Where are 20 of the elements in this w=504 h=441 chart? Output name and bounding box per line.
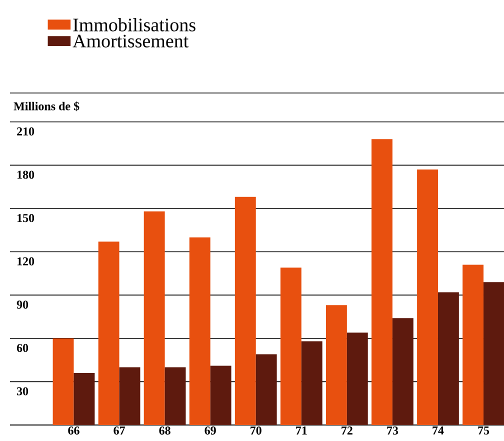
legend-label: Amortissement [72, 34, 189, 48]
x-tick-label: 70 [250, 426, 262, 435]
y-tick-label: 180 [17, 170, 34, 179]
y-tick-label: 30 [16, 387, 28, 396]
x-tick-label: 66 [68, 426, 80, 435]
y-axis-title: Millions de $ [14, 102, 80, 112]
x-tick-label: 74 [432, 426, 444, 434]
legend-label: Immobilisations [73, 18, 196, 32]
x-tick-label: 75 [478, 426, 490, 434]
x-tick-label: 73 [387, 426, 398, 435]
y-tick-label: 60 [16, 344, 28, 352]
y-tick-label: 120 [17, 257, 34, 266]
y-tick-label: 90 [16, 300, 28, 309]
y-tick-label: 150 [17, 214, 34, 222]
x-tick-label: 72 [342, 426, 352, 434]
x-tick-label: 69 [204, 426, 216, 435]
x-tick-label: 67 [114, 426, 125, 435]
x-tick-label: 71 [296, 426, 307, 434]
x-tick-label: 68 [159, 426, 170, 435]
y-tick-label: 210 [17, 127, 34, 136]
